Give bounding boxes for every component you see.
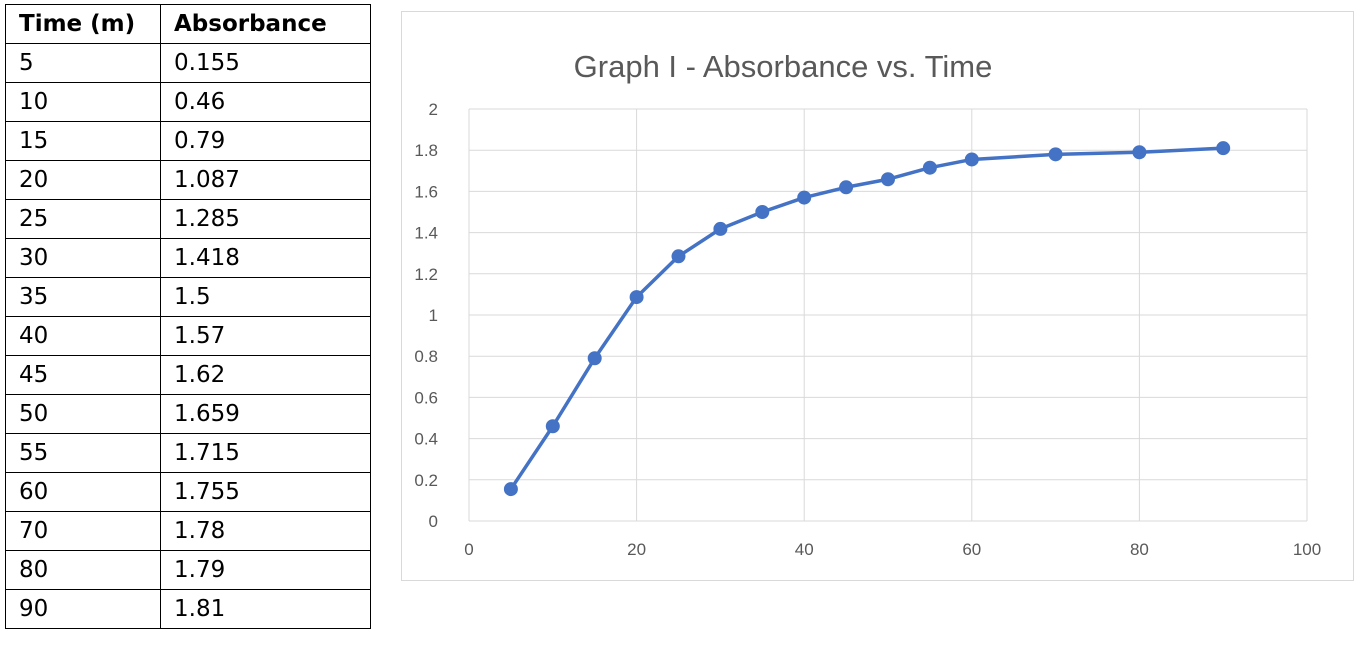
time-cell: 20	[5, 160, 161, 200]
table-header-row: Time (m) Absorbance	[5, 4, 371, 44]
y-tick-label: 0.4	[414, 430, 438, 449]
y-tick-label: 1.2	[414, 265, 438, 284]
chart-svg: Graph I - Absorbance vs. Time 0 0.2 0.4 0.6…	[414, 49, 1321, 559]
y-tick-label: 1	[429, 306, 438, 325]
data-point	[881, 172, 895, 187]
data-point	[1132, 145, 1147, 160]
chart-area: Graph I - Absorbance vs. Time 0 0.2 0.4 0.6…	[401, 11, 1354, 581]
time-cell: 5	[5, 43, 161, 83]
y-tick-label: 0.8	[414, 347, 438, 366]
time-cell: 90	[5, 589, 161, 629]
data-point	[629, 290, 644, 305]
x-tick-label: 100	[1293, 540, 1321, 559]
absorbance-cell: 1.285	[160, 199, 371, 239]
series-line	[509, 146, 1225, 491]
table-row: 35 1.5	[5, 277, 371, 317]
time-cell: 15	[5, 121, 161, 161]
absorbance-cell: 0.155	[160, 43, 371, 83]
data-point	[713, 221, 728, 236]
time-cell: 40	[5, 316, 161, 356]
absorbance-cell: 1.79	[160, 550, 371, 590]
y-tick-label: 2	[429, 100, 438, 119]
table-row: 55 1.715	[5, 433, 371, 473]
data-point	[545, 419, 560, 434]
absorbance-cell: 1.755	[160, 472, 371, 512]
table-row: 70 1.78	[5, 511, 371, 551]
table-row: 25 1.285	[5, 199, 371, 239]
table-row: 60 1.755	[5, 472, 371, 512]
time-cell: 70	[5, 511, 161, 551]
time-cell: 10	[5, 82, 161, 122]
data-point	[1216, 141, 1231, 156]
chart-title: Graph I - Absorbance vs. Time	[574, 49, 993, 84]
data-point	[964, 152, 979, 167]
absorbance-cell: 1.62	[160, 355, 371, 395]
time-cell: 55	[5, 433, 161, 473]
absorbance-cell: 1.81	[160, 589, 371, 629]
data-point	[1048, 147, 1063, 162]
time-cell: 80	[5, 550, 161, 590]
table-row: 5 0.155	[5, 43, 371, 83]
table-row: 40 1.57	[5, 316, 371, 356]
table-row: 20 1.087	[5, 160, 371, 200]
absorbance-cell: 1.659	[160, 394, 371, 434]
axes: 00.20.40.60.811.21.41.61.820 20 40 60 80 100	[414, 100, 1321, 559]
x-tick-label: 60	[962, 540, 981, 559]
absorbance-cell: 0.46	[160, 82, 371, 122]
time-cell: 25	[5, 199, 161, 239]
table-row: 10 0.46	[5, 82, 371, 122]
absorbance-cell: 1.78	[160, 511, 371, 551]
data-point	[503, 482, 518, 497]
data-point	[671, 249, 686, 264]
data-point	[797, 190, 812, 205]
y-tick-label: 0	[429, 512, 438, 531]
time-cell: 30	[5, 238, 161, 278]
absorbance-cell: 1.418	[160, 238, 371, 278]
gridlines	[468, 108, 1308, 522]
absorbance-cell: 1.57	[160, 316, 371, 356]
table-row: 50 1.659	[5, 394, 371, 434]
absorbance-cell: 1.087	[160, 160, 371, 200]
x-tick-label: 20	[627, 540, 646, 559]
table-body: 5 0.155 10 0.46 15 0.79 20 1.087 25 1.285 30 1.418 3…	[5, 43, 371, 629]
absorbance-cell: 1.715	[160, 433, 371, 473]
table-row: 45 1.62	[5, 355, 371, 395]
table-row: 90 1.81	[5, 589, 371, 629]
table-row: 30 1.418	[5, 238, 371, 278]
y-tick-label: 1.4	[414, 224, 438, 243]
column-header-time: Time (m)	[5, 4, 161, 44]
x-tick-label: 80	[1130, 540, 1149, 559]
y-tick-label: 1.8	[414, 141, 438, 160]
data-table: Time (m) Absorbance 5 0.155 10 0.46 15 0.79 20…	[5, 4, 371, 629]
x-tick-label: 0	[464, 540, 473, 559]
data-series	[503, 141, 1231, 497]
data-point	[839, 180, 854, 195]
column-header-absorbance: Absorbance	[160, 4, 371, 44]
data-point	[922, 160, 937, 175]
y-tick-label: 1.6	[414, 182, 438, 201]
absorbance-cell: 0.79	[160, 121, 371, 161]
data-point	[755, 205, 770, 219]
time-cell: 35	[5, 277, 161, 317]
time-cell: 50	[5, 394, 161, 434]
table-row: 15 0.79	[5, 121, 371, 161]
y-tick-label: 0.2	[414, 471, 438, 490]
table-row: 80 1.79	[5, 550, 371, 590]
data-point	[587, 351, 602, 366]
y-tick-label: 0.6	[414, 388, 438, 407]
x-tick-label: 40	[795, 540, 814, 559]
time-cell: 60	[5, 472, 161, 512]
time-cell: 45	[5, 355, 161, 395]
absorbance-cell: 1.5	[160, 277, 371, 317]
